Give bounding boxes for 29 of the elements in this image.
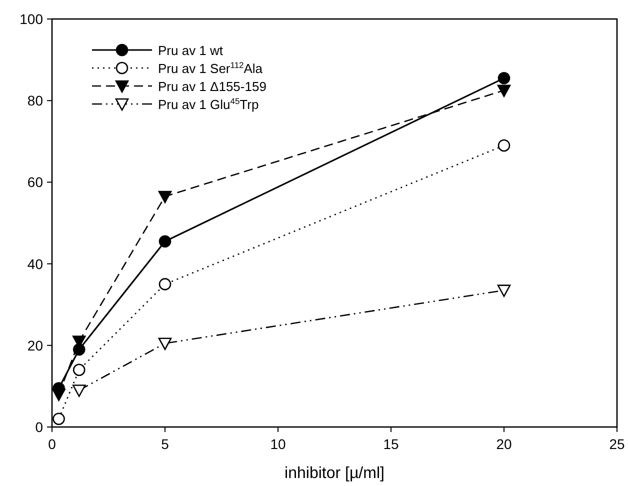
y-tick-label: 80 xyxy=(27,92,44,109)
x-tick-label: 0 xyxy=(48,436,56,452)
x-tick-label: 20 xyxy=(496,436,512,452)
point xyxy=(72,364,86,376)
point xyxy=(52,388,66,402)
y-tick-label: 60 xyxy=(27,174,44,190)
x-tick-label: 5 xyxy=(161,436,170,452)
legend-label: Pru av 1 Ser$^{112}$Ala xyxy=(158,60,264,76)
x-tick-label: 25 xyxy=(609,436,625,452)
point xyxy=(158,338,172,350)
point xyxy=(158,235,172,248)
legend-label: Pru av 1 Δ155-159 xyxy=(158,79,266,94)
point xyxy=(498,139,510,152)
point xyxy=(158,190,172,204)
point xyxy=(497,284,511,297)
x-tick-label: 15 xyxy=(383,436,399,452)
x-axis-title: inhibitor [µ/ml] xyxy=(284,465,384,482)
legend-label: Pru av 1 Glu$^{45}$Trp xyxy=(158,96,259,112)
y-tick-label: 100 xyxy=(20,11,44,27)
point xyxy=(498,72,510,84)
y-tick-label: 20 xyxy=(27,337,44,354)
legend-label: Pru av 1 wt xyxy=(158,43,224,58)
point xyxy=(72,384,86,397)
point xyxy=(52,412,65,425)
point xyxy=(158,278,172,290)
y-tick-label: 0 xyxy=(35,419,44,435)
point xyxy=(497,84,511,98)
x-tick-label: 10 xyxy=(270,436,286,452)
y-tick-label: 40 xyxy=(27,256,44,272)
